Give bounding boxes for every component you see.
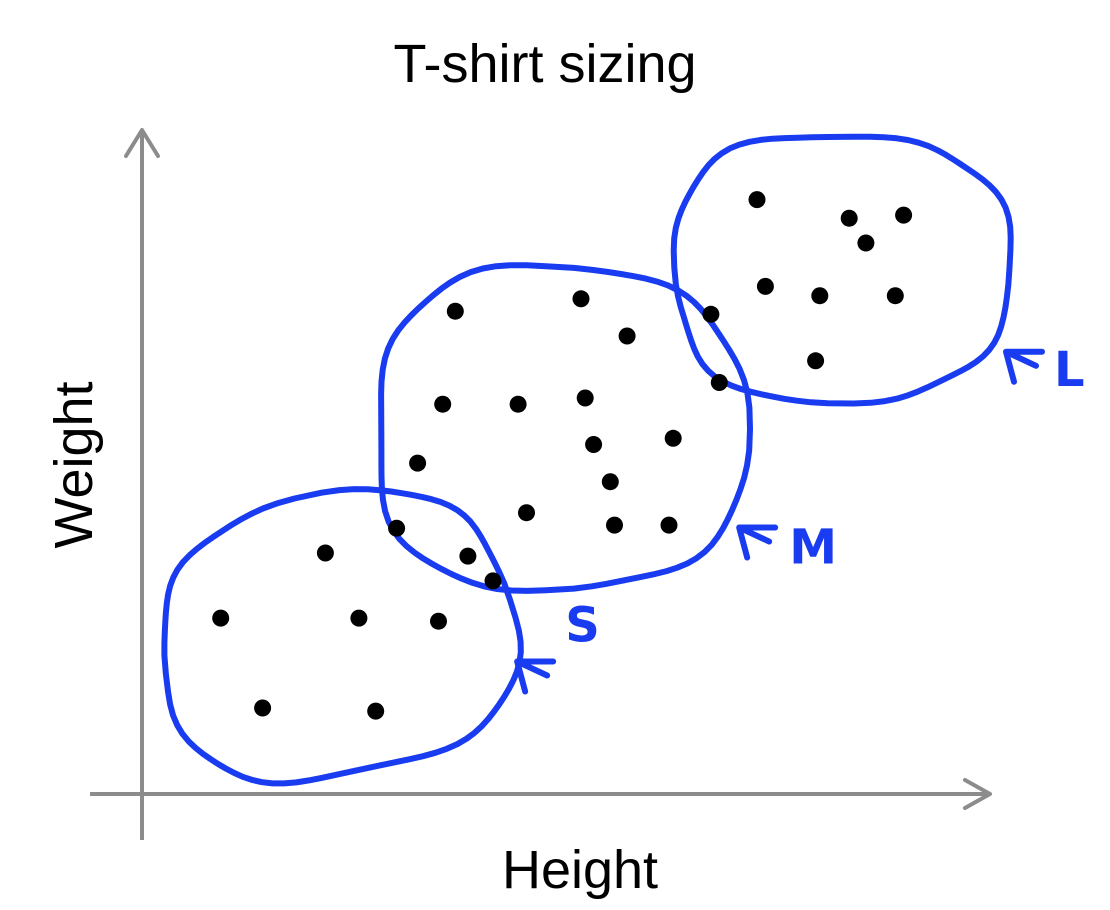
y-axis-arrow-icon [124, 128, 160, 158]
data-point [446, 302, 464, 320]
data-point [572, 290, 590, 308]
data-point [702, 305, 720, 323]
cluster-annotation-m: M [736, 520, 837, 576]
chart-title: T-shirt sizing [393, 34, 696, 94]
y-axis-label: Weight [44, 381, 104, 548]
x-axis-label: Height [502, 840, 658, 900]
data-point [434, 395, 452, 413]
cluster-annotation-l: L [1003, 342, 1085, 398]
data-point [710, 374, 728, 391]
data-point [409, 454, 427, 472]
data-point [840, 209, 858, 227]
annotation-arrow-icon [514, 658, 557, 695]
data-point [509, 395, 527, 413]
data-point [484, 572, 502, 590]
data-point [618, 327, 636, 345]
data-point [316, 544, 334, 562]
data-point [807, 352, 825, 370]
annotation-label-m: M [789, 520, 837, 576]
points-layer [212, 191, 913, 720]
data-point [606, 516, 623, 534]
data-point [212, 609, 230, 627]
data-point [388, 519, 406, 537]
data-point [811, 287, 829, 305]
data-point [350, 609, 368, 627]
cluster-outline-m [378, 262, 753, 594]
clusters-layer [161, 133, 1014, 787]
data-point [895, 206, 913, 224]
annotation-arrow-icon [1003, 348, 1045, 385]
data-point [660, 516, 678, 534]
data-point [857, 234, 875, 252]
y-axis [124, 128, 160, 840]
annotation-label-l: L [1054, 342, 1085, 398]
data-point [601, 473, 619, 491]
cluster-outline-l [670, 133, 1014, 407]
data-point [664, 429, 682, 447]
cluster-outline-s [161, 486, 524, 787]
annotations-layer: S M L [514, 342, 1085, 695]
data-point [254, 699, 272, 717]
annotation-arrow-icon [736, 524, 779, 561]
data-point [886, 287, 904, 305]
data-point [367, 702, 385, 720]
x-axis-arrow-icon [963, 778, 992, 810]
cluster-annotation-s: S [514, 598, 600, 695]
annotation-label-s: S [565, 598, 600, 654]
data-point [748, 191, 766, 209]
data-point [585, 436, 603, 453]
data-point [756, 277, 774, 295]
x-axis [90, 778, 992, 810]
data-point [518, 504, 535, 522]
data-point [430, 612, 447, 630]
data-point [576, 389, 594, 407]
data-point [459, 547, 477, 565]
